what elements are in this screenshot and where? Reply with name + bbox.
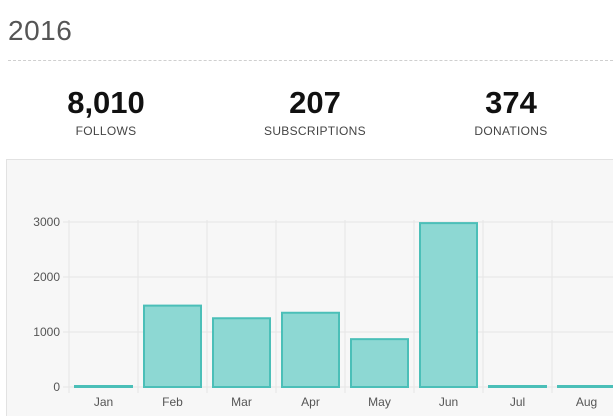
x-tick-label: Jan <box>94 395 113 409</box>
bar-jul[interactable] <box>488 385 547 388</box>
x-tick-label: Jun <box>439 395 458 409</box>
follows-label: FOLLOWS <box>75 124 137 138</box>
subscriptions-count: 207 <box>289 85 341 120</box>
y-tick-label: 2000 <box>33 270 60 284</box>
stat-subscriptions: 207 SUBSCRIPTIONS <box>235 84 395 138</box>
bar-feb[interactable] <box>143 304 202 389</box>
monthly-bar-chart: 0 1000 2000 3000 Jan Feb Mar Apr May Jun Jul Aug <box>33 215 613 409</box>
stat-donations: 374 DONATIONS <box>431 84 591 138</box>
y-tick-label: 3000 <box>33 215 60 229</box>
bar-mar[interactable] <box>212 317 271 388</box>
year-heading: 2016 <box>8 15 73 46</box>
subscriptions-label: SUBSCRIPTIONS <box>264 124 366 138</box>
x-tick-label: Jul <box>510 395 525 409</box>
bar-apr[interactable] <box>281 311 340 388</box>
stats-summary: 8,010 FOLLOWS 207 SUBSCRIPTIONS 374 DONA… <box>0 84 613 144</box>
x-tick-label: May <box>368 395 391 409</box>
donations-count: 374 <box>485 85 537 120</box>
header-divider <box>8 60 613 61</box>
bar-may[interactable] <box>350 338 409 388</box>
follows-count: 8,010 <box>67 85 145 120</box>
bar-jan[interactable] <box>74 385 133 388</box>
bar-aug[interactable] <box>557 385 613 388</box>
x-tick-label: Mar <box>231 395 252 409</box>
donations-label: DONATIONS <box>474 124 548 138</box>
bar-jun[interactable] <box>419 222 478 388</box>
y-tick-label: 1000 <box>33 325 60 339</box>
stat-follows: 8,010 FOLLOWS <box>26 84 186 138</box>
x-tick-label: Apr <box>301 395 320 409</box>
x-tick-label: Feb <box>162 395 183 409</box>
y-tick-label: 0 <box>53 380 60 394</box>
x-tick-label: Aug <box>576 395 597 409</box>
chart-panel: 0 1000 2000 3000 Jan Feb Mar Apr May Jun Jul Aug <box>6 159 613 416</box>
